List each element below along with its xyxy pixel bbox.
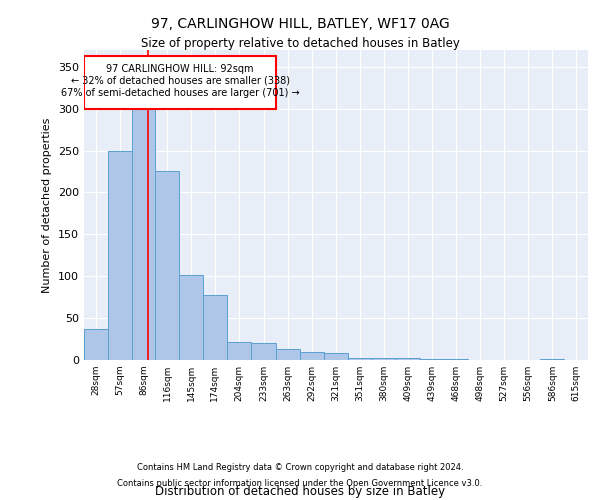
Text: Distribution of detached houses by size in Batley: Distribution of detached houses by size … bbox=[155, 484, 445, 498]
Bar bbox=[251, 343, 276, 360]
Text: Contains public sector information licensed under the Open Government Licence v3: Contains public sector information licen… bbox=[118, 478, 482, 488]
Bar bbox=[108, 150, 131, 360]
Text: 97, CARLINGHOW HILL, BATLEY, WF17 0AG: 97, CARLINGHOW HILL, BATLEY, WF17 0AG bbox=[151, 18, 449, 32]
Bar bbox=[372, 358, 396, 360]
Bar bbox=[131, 77, 155, 360]
Bar bbox=[445, 359, 468, 360]
Y-axis label: Number of detached properties: Number of detached properties bbox=[43, 118, 52, 292]
Text: ← 32% of detached houses are smaller (338): ← 32% of detached houses are smaller (33… bbox=[71, 76, 290, 86]
Bar bbox=[179, 274, 203, 360]
FancyBboxPatch shape bbox=[84, 56, 276, 108]
Bar bbox=[323, 354, 349, 360]
Text: 97 CARLINGHOW HILL: 92sqm: 97 CARLINGHOW HILL: 92sqm bbox=[106, 64, 254, 74]
Text: 67% of semi-detached houses are larger (701) →: 67% of semi-detached houses are larger (… bbox=[61, 88, 299, 98]
Bar bbox=[349, 358, 372, 360]
Text: Size of property relative to detached houses in Batley: Size of property relative to detached ho… bbox=[140, 38, 460, 51]
Bar bbox=[420, 359, 445, 360]
Text: Contains HM Land Registry data © Crown copyright and database right 2024.: Contains HM Land Registry data © Crown c… bbox=[137, 464, 463, 472]
Bar bbox=[300, 352, 323, 360]
Bar bbox=[541, 359, 564, 360]
Bar bbox=[227, 342, 251, 360]
Bar bbox=[155, 172, 179, 360]
Bar bbox=[84, 329, 108, 360]
Bar bbox=[396, 358, 420, 360]
Bar bbox=[276, 349, 300, 360]
Bar bbox=[203, 294, 227, 360]
